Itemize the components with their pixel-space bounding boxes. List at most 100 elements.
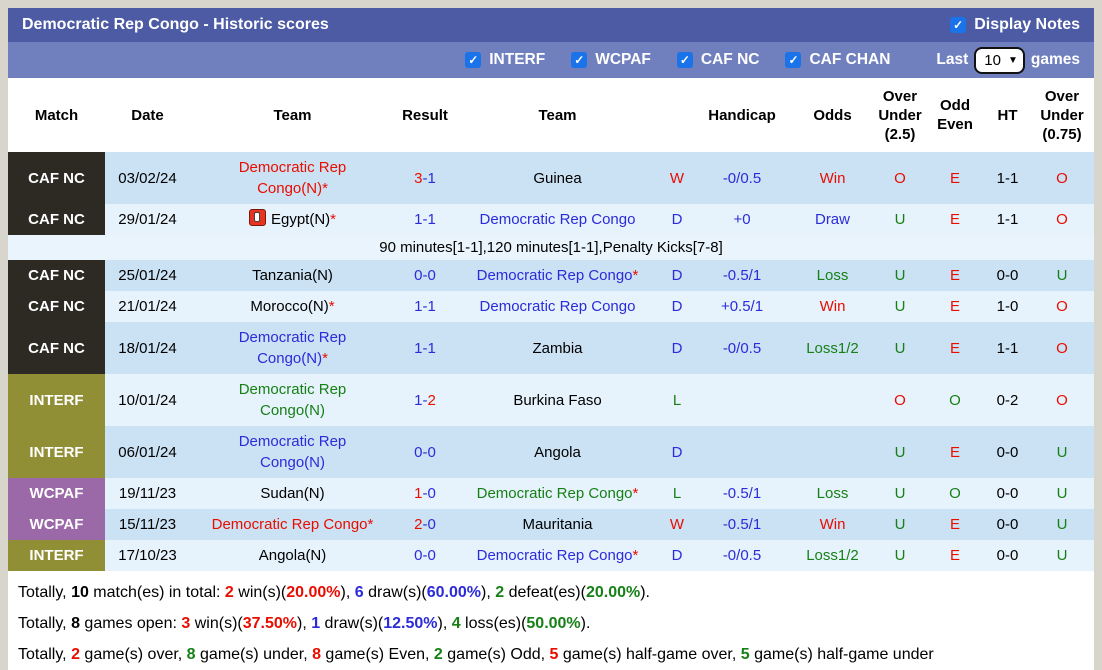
- score-dash: -: [422, 485, 428, 502]
- home-team-cell[interactable]: Morocco(N)*: [190, 291, 395, 322]
- competition-badge: WCPAF: [8, 509, 105, 540]
- away-team-cell[interactable]: Guinea: [455, 152, 660, 204]
- summary-segment: 4: [451, 615, 461, 632]
- summary-segment: 10: [71, 584, 89, 601]
- over-under-2-5-value: U: [875, 540, 925, 571]
- over-under-0-75-value: U: [1030, 478, 1094, 509]
- summary-segment: ).: [640, 584, 650, 601]
- team-name-link[interactable]: Zambia: [532, 340, 582, 357]
- away-goals: 0: [427, 516, 436, 533]
- checkbox-checked-icon[interactable]: ✓: [571, 52, 588, 68]
- checkbox-checked-icon[interactable]: ✓: [950, 17, 967, 33]
- home-team-cell[interactable]: Sudan(N): [190, 478, 395, 509]
- team-name: Zambia: [532, 339, 583, 357]
- away-goals: 1: [427, 169, 436, 187]
- competition-badge: WCPAF: [8, 478, 105, 509]
- team-name-link[interactable]: Democratic Rep Congo*: [477, 485, 639, 502]
- match-date: 25/01/24: [105, 260, 190, 291]
- team-name-link[interactable]: Angola: [534, 444, 581, 461]
- team-name-link[interactable]: Guinea: [533, 170, 581, 187]
- team-name-link[interactable]: Burkina Faso: [513, 392, 601, 409]
- summary-segment: ),: [481, 584, 496, 601]
- match-date: 29/01/24: [105, 204, 190, 235]
- team-name-link[interactable]: Democratic Rep Congo: [480, 211, 636, 228]
- summary-segment: 20.00%: [286, 584, 341, 601]
- odd-even-value: E: [925, 322, 985, 374]
- col-header-team-home: Team: [190, 78, 395, 152]
- result-score: 3-1: [395, 152, 455, 204]
- match-row: INTERF 17/10/23 Angola(N) 0-0 Democratic Rep…: [8, 540, 1094, 571]
- summary-segment: game(s) over,: [79, 646, 187, 663]
- home-team-cell[interactable]: Democratic Rep Congo(N): [190, 374, 395, 426]
- summary-segment: match(es) in total:: [88, 584, 225, 601]
- home-team-cell[interactable]: Democratic Rep Congo*: [190, 509, 395, 540]
- last-games-group: Last 10 ▼ games: [936, 46, 1080, 74]
- home-team-cell[interactable]: Democratic Rep Congo(N)*: [190, 152, 395, 204]
- wdl-letter: W: [660, 152, 694, 204]
- team-name-link[interactable]: Mauritania: [522, 516, 592, 533]
- team-name-link[interactable]: Sudan(N): [260, 485, 324, 502]
- home-team-cell[interactable]: Egypt(N)*: [190, 204, 395, 235]
- away-team-cell[interactable]: Burkina Faso: [455, 374, 660, 426]
- score-dash: -: [422, 298, 428, 315]
- filter-checkbox-caf-chan[interactable]: ✓ CAF CHAN: [785, 51, 890, 69]
- last-games-select[interactable]: 10 ▼: [974, 46, 1025, 74]
- away-team-cell[interactable]: Democratic Rep Congo: [455, 204, 660, 235]
- team-name-link[interactable]: Democratic Rep Congo(N)*: [239, 159, 347, 197]
- home-goals: 3: [414, 169, 423, 187]
- over-under-2-5-value: U: [875, 509, 925, 540]
- odds-result: [790, 374, 875, 426]
- team-name-link[interactable]: Angola(N): [259, 547, 327, 564]
- team-name: Democratic Rep Congo(N): [238, 381, 347, 419]
- filter-checkbox-interf[interactable]: ✓ INTERF: [465, 51, 545, 69]
- home-team-cell[interactable]: Democratic Rep Congo(N): [190, 426, 395, 478]
- star-marker: *: [367, 516, 374, 533]
- ht-score: 0-0: [985, 540, 1030, 571]
- page-title: Democratic Rep Congo - Historic scores: [22, 16, 329, 33]
- away-team-cell[interactable]: Zambia: [455, 322, 660, 374]
- col-header-ht: HT: [985, 78, 1030, 152]
- handicap-value: -0.5/1: [694, 509, 790, 540]
- away-goals: 0: [427, 443, 436, 461]
- over-under-0-75-value: U: [1030, 426, 1094, 478]
- away-team-cell[interactable]: Angola: [455, 426, 660, 478]
- away-team-cell[interactable]: Democratic Rep Congo*: [455, 260, 660, 291]
- summary-segment: 2: [224, 584, 234, 601]
- home-team-cell[interactable]: Tanzania(N): [190, 260, 395, 291]
- team-name-link[interactable]: Democratic Rep Congo(N)*: [239, 329, 347, 367]
- competition-badge: CAF NC: [8, 204, 105, 235]
- checkbox-checked-icon[interactable]: ✓: [676, 52, 693, 68]
- home-team-cell[interactable]: Democratic Rep Congo(N)*: [190, 322, 395, 374]
- filter-checkbox-wcpaf[interactable]: ✓ WCPAF: [571, 51, 651, 69]
- away-team-cell[interactable]: Democratic Rep Congo*: [455, 478, 660, 509]
- summary-segment: 5: [740, 646, 750, 663]
- team-name-link[interactable]: Egypt(N)*: [248, 209, 336, 228]
- home-team-cell[interactable]: Angola(N): [190, 540, 395, 571]
- away-team-cell[interactable]: Democratic Rep Congo*: [455, 540, 660, 571]
- team-name: Democratic Rep Congo(N): [238, 433, 347, 471]
- filter-checkbox-caf-nc[interactable]: ✓ CAF NC: [676, 51, 759, 69]
- team-name-link[interactable]: Democratic Rep Congo(N): [239, 433, 347, 471]
- handicap-value: [694, 426, 790, 478]
- display-notes-toggle[interactable]: ✓ Display Notes: [950, 16, 1080, 34]
- team-name-link[interactable]: Tanzania(N): [252, 267, 333, 284]
- team-name-link[interactable]: Morocco(N)*: [250, 298, 334, 315]
- away-goals: 1: [427, 298, 436, 315]
- summary-segment: ),: [340, 584, 355, 601]
- away-team-cell[interactable]: Democratic Rep Congo: [455, 291, 660, 322]
- match-row: CAF NC 18/01/24 Democratic Rep Congo(N)* 1-…: [8, 322, 1094, 374]
- score-dash: -: [422, 391, 428, 409]
- away-team-cell[interactable]: Mauritania: [455, 509, 660, 540]
- team-name-link[interactable]: Democratic Rep Congo*: [477, 547, 639, 564]
- team-name-link[interactable]: Democratic Rep Congo(N): [239, 381, 347, 419]
- odd-even-value: E: [925, 291, 985, 322]
- wdl-letter: W: [660, 509, 694, 540]
- historic-scores-panel: Democratic Rep Congo - Historic scores ✓…: [8, 8, 1094, 670]
- checkbox-checked-icon[interactable]: ✓: [785, 52, 802, 68]
- team-name-link[interactable]: Democratic Rep Congo*: [477, 267, 639, 284]
- checkbox-checked-icon[interactable]: ✓: [465, 52, 482, 68]
- summary-segment: ),: [296, 615, 312, 632]
- team-name-link[interactable]: Democratic Rep Congo*: [212, 516, 374, 533]
- score-dash: -: [422, 547, 428, 564]
- team-name-link[interactable]: Democratic Rep Congo: [480, 298, 636, 315]
